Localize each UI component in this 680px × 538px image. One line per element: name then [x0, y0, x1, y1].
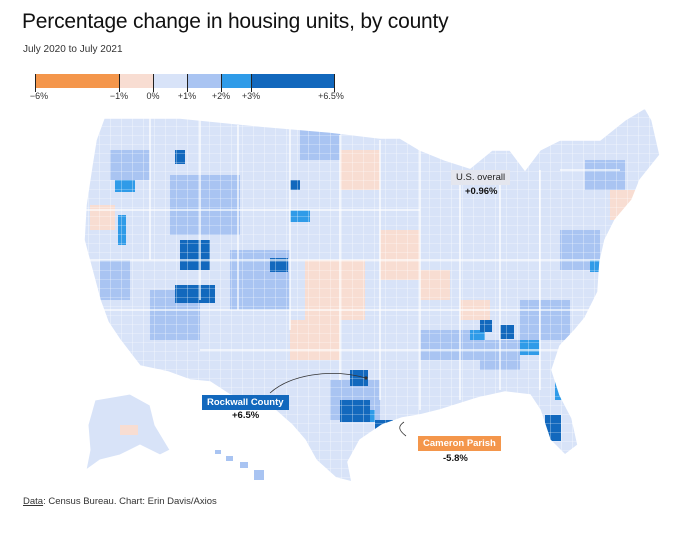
legend-bin-light-blue	[187, 74, 221, 88]
chart-title: Percentage change in housing units, by c…	[22, 10, 449, 33]
legend-tick-label: 0%	[146, 91, 160, 101]
legend-bin-light-orange	[119, 74, 153, 88]
legend-tick	[187, 74, 188, 92]
legend: −6% −1% 0% +1% +2% +3% +6.5%	[30, 74, 344, 102]
legend-tick-label: −1%	[109, 91, 129, 101]
us-overall-value: +0.96%	[465, 186, 498, 197]
legend-bin-dark-blue	[251, 74, 335, 88]
chart-subtitle: July 2020 to July 2021	[23, 44, 123, 55]
legend-tick-label: +6.5%	[318, 91, 344, 101]
cameron-leader-line	[399, 421, 407, 437]
hawaii	[215, 450, 264, 480]
legend-tick	[221, 74, 222, 92]
rockwall-leader-line	[269, 373, 367, 394]
us-overall-label: U.S. overall	[451, 170, 511, 185]
legend-tick-label: −6%	[29, 91, 49, 101]
legend-tick	[153, 74, 154, 92]
legend-tick-label: +3%	[241, 91, 261, 101]
cameron-label: Cameron Parish	[418, 436, 501, 451]
rockwall-value: +6.5%	[232, 410, 260, 421]
legend-tick	[251, 74, 252, 92]
rockwall-label: Rockwall County	[202, 395, 289, 410]
cameron-value: -5.8%	[443, 453, 468, 464]
source-link[interactable]: Data	[23, 496, 44, 507]
footer: Data: Census Bureau. Chart: Erin Davis/A…	[23, 496, 217, 507]
legend-bin-mid-blue	[221, 74, 251, 88]
legend-bin-orange	[35, 74, 119, 88]
legend-tick-label: +2%	[211, 91, 231, 101]
legend-tick-label: +1%	[177, 91, 197, 101]
legend-bin-base	[153, 74, 187, 88]
legend-tick	[119, 74, 120, 92]
alaska	[85, 393, 171, 472]
legend-tick	[334, 74, 335, 92]
source-text: : Census Bureau. Chart: Erin Davis/Axios	[43, 496, 217, 507]
legend-tick	[35, 74, 36, 92]
